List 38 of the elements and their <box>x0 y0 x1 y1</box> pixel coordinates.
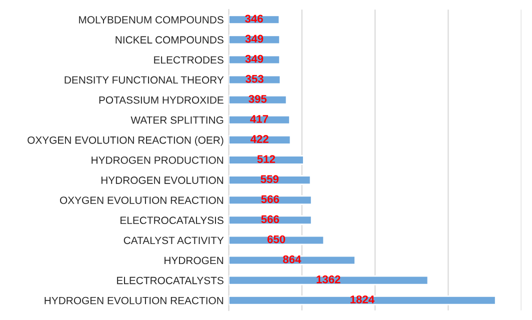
y-tick-label: WATER SPLITTING <box>130 116 224 124</box>
data-label: 864 <box>283 255 302 264</box>
y-tick-label: HYDROGEN PRODUCTION <box>92 156 224 164</box>
bar <box>228 275 429 286</box>
y-tick-label: MOLYBDENUM COMPOUNDS <box>79 16 224 24</box>
data-label: 417 <box>250 115 268 123</box>
bar <box>228 295 496 306</box>
y-tick-label: DENSITY FUNCTIONAL THEORY <box>64 76 224 84</box>
y-tick-label: HYDROGEN EVOLUTION <box>101 176 224 184</box>
y-tick-label: HYDROGEN EVOLUTION REACTION <box>44 296 224 304</box>
data-label: 1824 <box>350 295 374 304</box>
data-label: 512 <box>257 155 276 163</box>
data-label: 566 <box>261 195 280 204</box>
y-tick-label: POTASSIUM HYDROXIDE <box>99 96 224 104</box>
bar <box>228 255 356 266</box>
y-tick-label: CATALYST ACTIVITY <box>124 236 224 244</box>
data-label: 353 <box>246 74 264 83</box>
data-label: 422 <box>250 135 268 143</box>
data-label: 1362 <box>316 275 340 284</box>
data-label: 349 <box>245 54 264 63</box>
y-tick-label: ELECTROCATALYSIS <box>120 216 224 224</box>
bar <box>228 195 312 206</box>
y-tick-label: NICKEL COMPOUNDS <box>116 36 224 44</box>
y-tick-label: HYDROGEN <box>164 256 224 264</box>
y-tick-label: ELECTROCATALYSTS <box>117 276 224 284</box>
bar <box>228 175 312 185</box>
bar <box>228 155 304 165</box>
data-label: 395 <box>248 94 267 103</box>
data-label: 559 <box>260 175 279 184</box>
data-label: 650 <box>267 235 286 244</box>
bar <box>228 114 290 125</box>
data-label: 566 <box>261 215 280 224</box>
bar <box>228 135 292 145</box>
data-label: 346 <box>245 14 263 23</box>
y-tick-label: OXYGEN EVOLUTION REACTION <box>60 196 224 204</box>
data-label: 349 <box>245 34 264 43</box>
y-tick-label: ELECTRODES <box>154 56 224 64</box>
y-tick-label: OXYGEN EVOLUTION REACTION (OER) <box>28 136 224 146</box>
